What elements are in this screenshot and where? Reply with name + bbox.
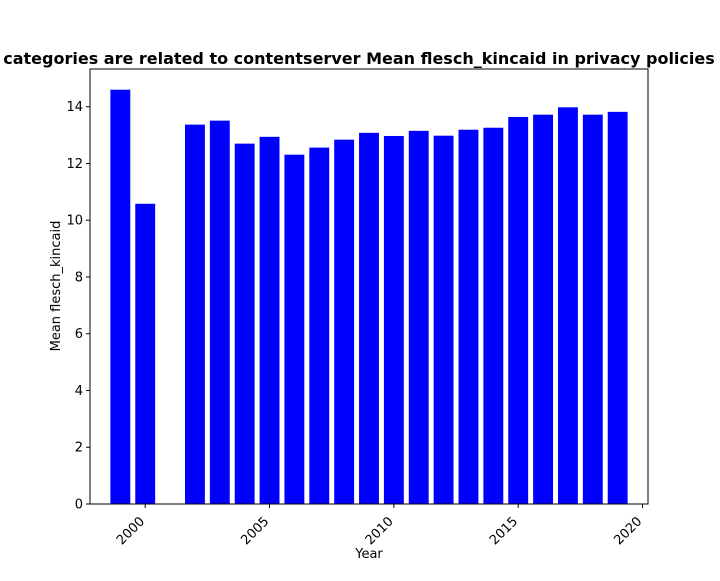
y-tick-label: 0 xyxy=(75,498,83,513)
bars-layer xyxy=(110,89,628,505)
x-tick-label: 2005 xyxy=(238,514,272,548)
plot-frame xyxy=(89,68,649,505)
bar-2009 xyxy=(359,132,379,504)
x-tick-label: 2020 xyxy=(611,514,645,548)
bar-2016 xyxy=(533,114,554,505)
bar-2006 xyxy=(284,154,305,504)
bar-2019 xyxy=(607,111,628,504)
bar-2011 xyxy=(408,130,429,505)
y-tick-label: 2 xyxy=(75,441,83,456)
x-axis: 2000 2005 2010 2015 2020 xyxy=(114,504,645,548)
bar-2018 xyxy=(582,114,603,505)
y-tick-label: 10 xyxy=(66,214,83,229)
bar-2014 xyxy=(483,127,504,505)
x-tick-label: 2015 xyxy=(487,514,521,548)
y-axis-label: Mean flesch_kincaid xyxy=(49,221,64,352)
y-tick-label: 14 xyxy=(66,100,83,115)
bar-2008 xyxy=(334,139,355,504)
bar-2010 xyxy=(383,135,404,504)
y-tick-label: 12 xyxy=(66,157,83,172)
bar-2015 xyxy=(508,116,529,504)
bar-2005 xyxy=(259,136,280,504)
bar-2002 xyxy=(184,124,205,505)
bar-2013 xyxy=(458,129,479,504)
y-tick-label: 8 xyxy=(75,270,83,285)
bar-2000 xyxy=(135,203,156,504)
y-tick-label: 4 xyxy=(75,384,83,399)
y-axis: 0 2 4 6 8 10 12 14 xyxy=(66,100,90,513)
bar-2003 xyxy=(209,120,230,504)
bar-2012 xyxy=(433,135,454,504)
bar-2007 xyxy=(309,147,330,504)
x-axis-label: Year xyxy=(354,547,383,562)
x-tick-label: 2000 xyxy=(114,514,148,548)
x-tick-label: 2010 xyxy=(363,514,397,548)
y-tick-label: 6 xyxy=(75,327,83,342)
bar-2004 xyxy=(234,143,255,504)
chart-title: categories are related to contentserver … xyxy=(3,49,715,68)
bar-1999 xyxy=(110,89,131,505)
bar-2017 xyxy=(557,107,578,504)
